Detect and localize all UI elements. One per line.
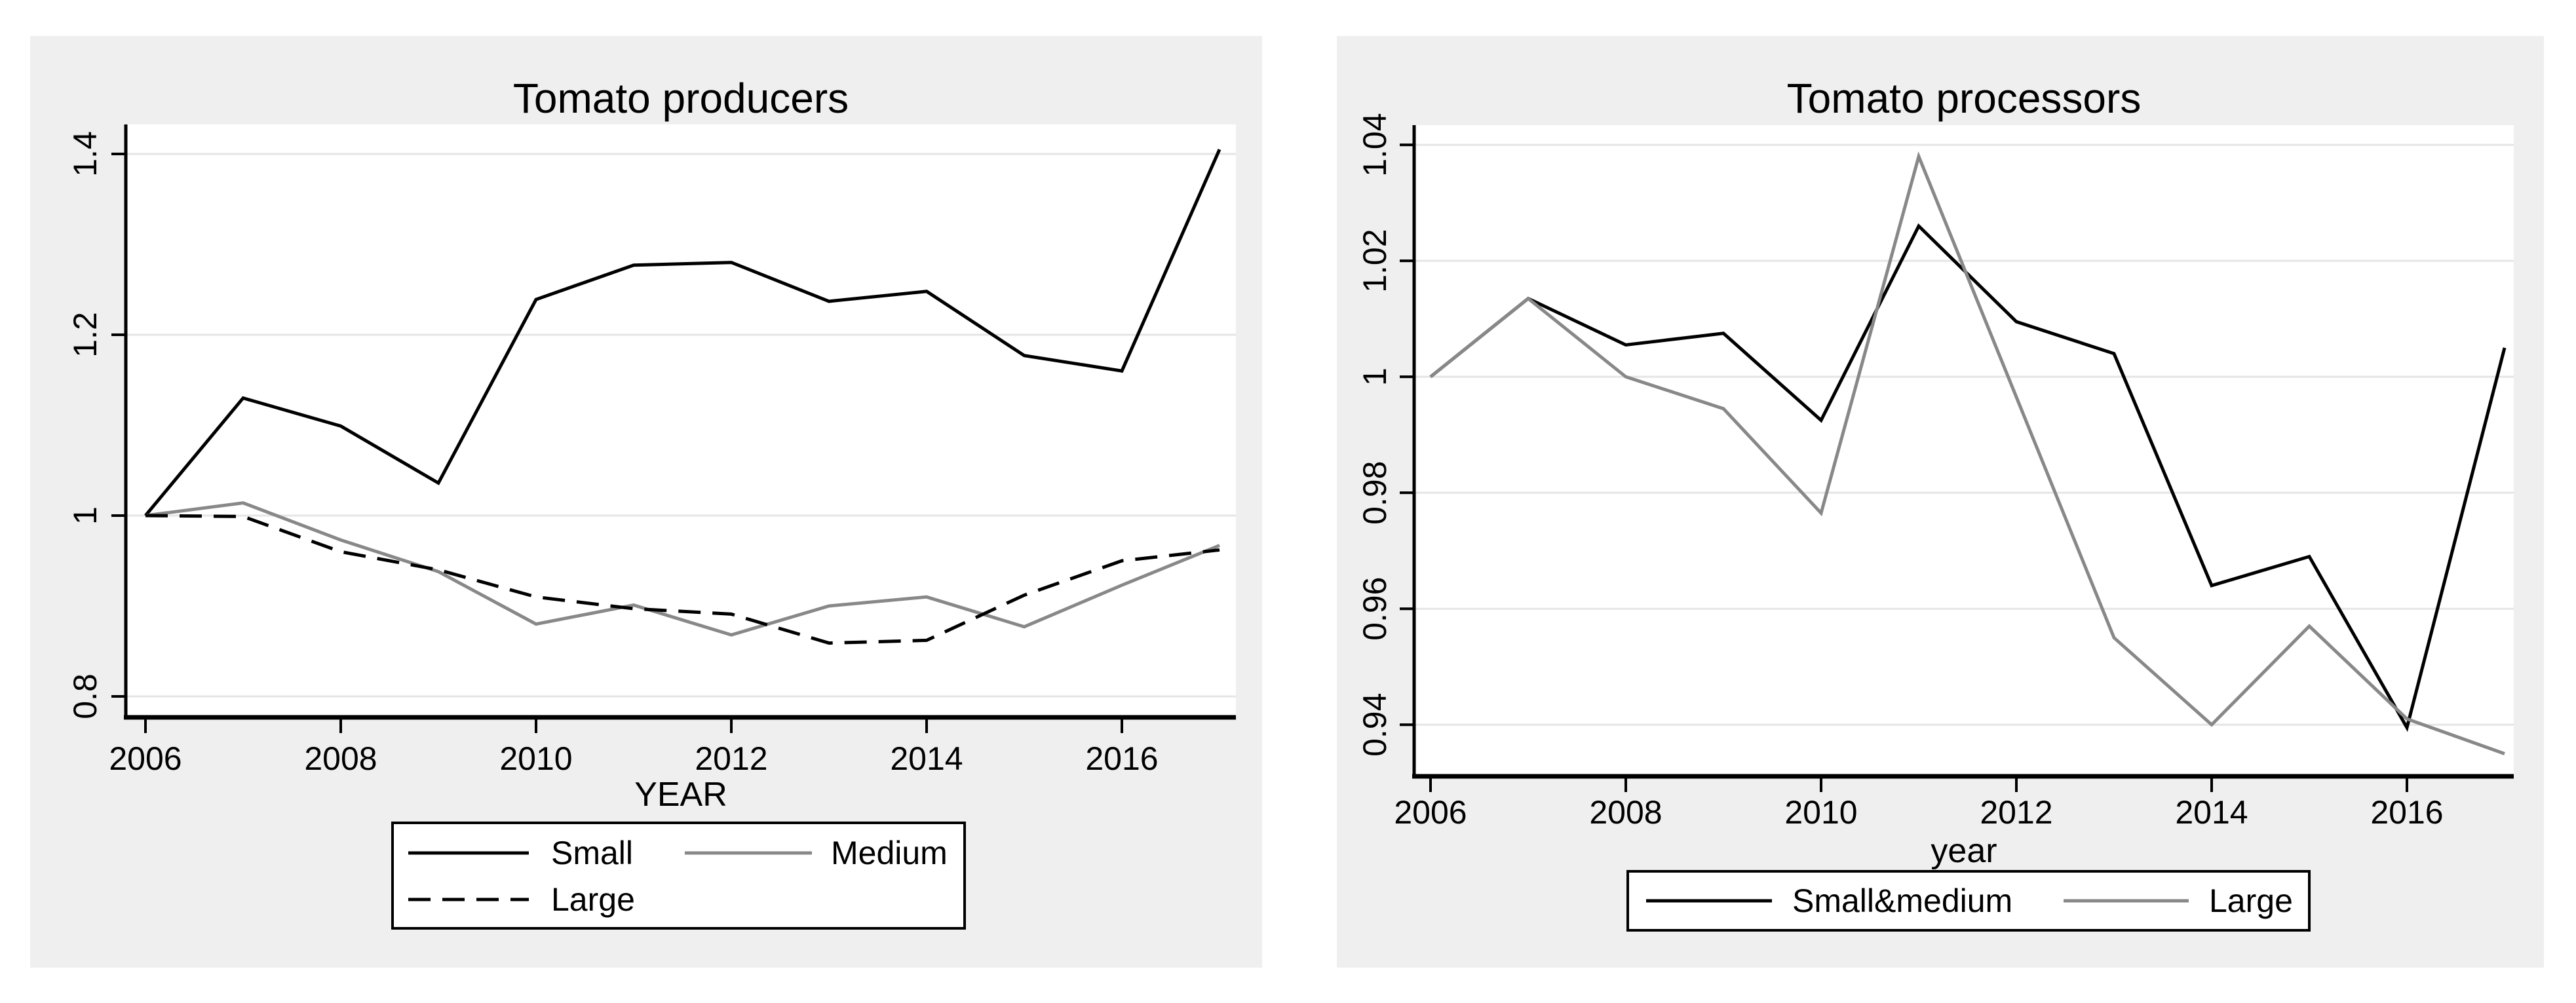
- y-tick-label: 1: [67, 506, 104, 525]
- y-tick-label: 1.4: [67, 131, 104, 177]
- plot-area: [126, 124, 1236, 717]
- x-tick-label: 2010: [499, 740, 572, 777]
- legend-box: [391, 822, 966, 930]
- right-chart-title: Tomato processors: [1787, 75, 2142, 122]
- series-line-large: [145, 514, 1220, 645]
- plot-area: [1414, 125, 2514, 776]
- y-tick-label: 1.02: [1356, 229, 1393, 292]
- series-line-small: [144, 149, 1221, 517]
- y-tick-label: 0.98: [1356, 461, 1393, 525]
- x-tick-label: 2014: [2175, 794, 2248, 831]
- x-tick-label: 2014: [890, 740, 963, 777]
- x-tick-label: 2016: [2370, 794, 2443, 831]
- series-line-medium: [145, 501, 1220, 637]
- left-x-axis-label: YEAR: [634, 776, 727, 814]
- legend-label: Large: [551, 881, 635, 918]
- y-tick-label: 0.8: [67, 673, 104, 719]
- legend-label: Large: [2209, 882, 2293, 919]
- y-tick-label: 0.94: [1356, 693, 1393, 757]
- x-tick-label: 2006: [1394, 794, 1467, 831]
- x-tick-label: 2016: [1085, 740, 1158, 777]
- legend-label: Medium: [831, 835, 948, 871]
- x-tick-label: 2008: [304, 740, 377, 777]
- legend-label: Small: [551, 835, 633, 871]
- x-tick-label: 2012: [1980, 794, 2052, 831]
- y-tick-label: 1.04: [1356, 113, 1393, 176]
- x-tick-label: 2008: [1589, 794, 1662, 831]
- legend-label: Small&medium: [1792, 882, 2012, 919]
- generated-chart-graphics: 0.8 1 1.2 1.4 2006 2008 2010 2012 2014 2016 Small M…: [30, 36, 2544, 968]
- left-chart-title: Tomato producers: [513, 75, 849, 122]
- right-x-axis-label: year: [1931, 832, 1997, 870]
- series-line-large: [1429, 151, 2505, 755]
- y-tick-label: 1.2: [67, 312, 104, 358]
- x-tick-label: 2006: [109, 740, 182, 777]
- y-tick-label: 0.96: [1356, 577, 1393, 641]
- y-tick-label: 1: [1356, 368, 1393, 386]
- x-tick-label: 2012: [695, 740, 767, 777]
- x-tick-label: 2010: [1784, 794, 1857, 831]
